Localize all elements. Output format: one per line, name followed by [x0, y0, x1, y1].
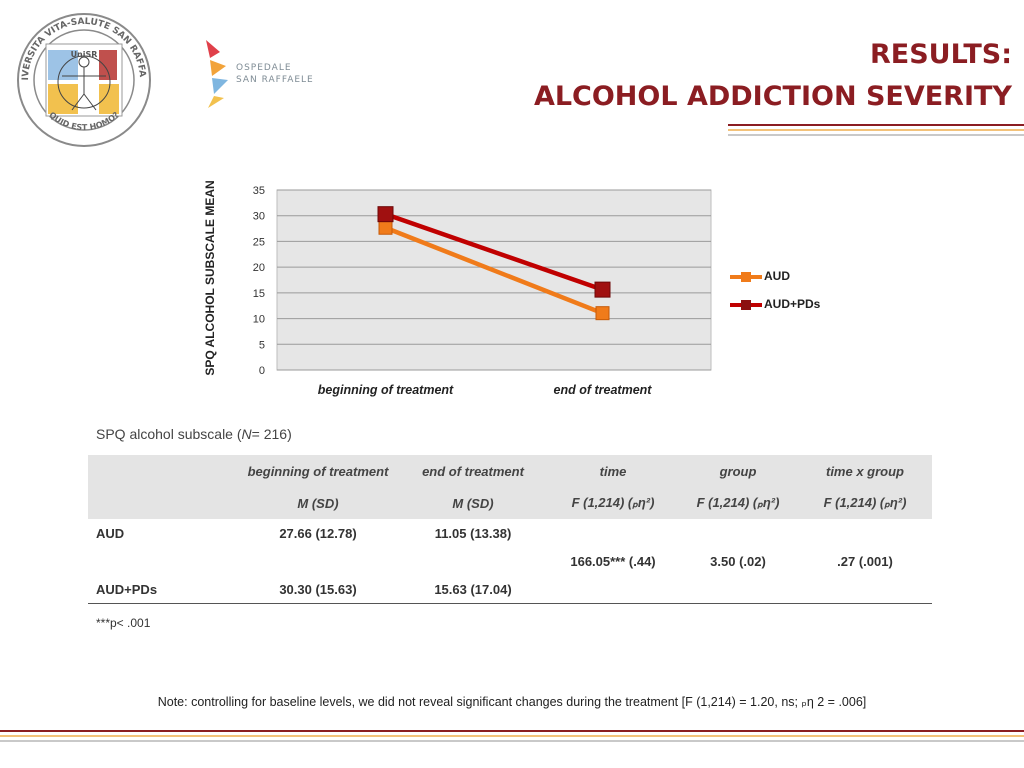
- legend-label-aud: AUD: [764, 269, 790, 283]
- table-header-row: beginning of treatment end of treatment …: [88, 455, 932, 487]
- subheader-cell: F (1,214) (ₚη²): [696, 495, 780, 510]
- plot-area: [276, 189, 712, 371]
- table-cell: [798, 519, 932, 547]
- ospedale-logo-mark: [206, 40, 228, 108]
- hospital-name: OSPEDALE SAN RAFFAELE: [236, 63, 314, 85]
- header-rule-accent: [728, 124, 1024, 126]
- y-tick-label: 15: [253, 288, 265, 300]
- footer-rule-accent: [0, 730, 1024, 732]
- svg-text:UniSR: UniSR: [71, 50, 98, 59]
- table-cell: 15.63 (17.04): [398, 575, 548, 604]
- legend-marker-aud: [741, 272, 751, 282]
- y-tick-label: 20: [253, 262, 265, 274]
- data-point-aud: [378, 220, 393, 235]
- footnote-note: Note: controlling for baseline levels, w…: [157, 695, 867, 709]
- data-point-aud: [595, 306, 610, 321]
- legend-label-aud-pds: AUD+PDs: [764, 297, 821, 311]
- y-tick-label: 10: [253, 314, 265, 326]
- series-line-aud: [384, 225, 604, 316]
- table-cell: 27.66 (12.78): [279, 525, 357, 541]
- table-row: AUD+PDs 30.30 (15.63) 15.63 (17.04): [88, 575, 932, 604]
- y-axis-label: SPQ ALCOHOL SUBSCALE MEAN: [203, 179, 217, 376]
- y-tick-label: 35: [253, 185, 265, 197]
- table-footnote: ***p< .001: [96, 616, 151, 630]
- header-cell: end of treatment: [422, 463, 524, 479]
- table-row: 166.05*** (.44) 3.50 (.02) .27 (.001): [88, 547, 932, 575]
- header-cell: beginning of treatment: [247, 463, 389, 479]
- header-cell: time x group: [825, 463, 904, 479]
- header-cell: [88, 455, 238, 487]
- subheader-cell: F (1,214) (ₚη²): [571, 495, 655, 510]
- unisr-seal-logo: UniSR UNIVERSITA VITA-SALUTE SAN RAFFAEL…: [14, 10, 151, 147]
- table-cell: AUD+PDs: [88, 575, 238, 604]
- header-rule-light: [728, 129, 1024, 131]
- table-cell: [88, 547, 238, 575]
- table-cell: [678, 575, 798, 604]
- table-cell: 3.50 (.02): [710, 553, 766, 569]
- table-row: AUD 27.66 (12.78) 11.05 (13.38): [88, 519, 932, 547]
- header-rule-grey: [728, 134, 1024, 136]
- table-cell: [798, 575, 932, 604]
- footer-rule-grey: [0, 740, 1024, 742]
- y-tick-label: 25: [253, 236, 265, 248]
- subheader-cell: [88, 487, 238, 519]
- table-cell: [548, 575, 678, 604]
- footer-rule-light: [0, 735, 1024, 737]
- slide-title: RESULTS: ALCOHOL ADDICTION SEVERITY: [534, 34, 1012, 118]
- title-line-1: RESULTS:: [869, 39, 1012, 70]
- x-tick-label: end of treatment: [554, 383, 653, 397]
- y-tick-label: 5: [259, 339, 265, 351]
- y-tick-label: 30: [253, 211, 265, 223]
- x-tick-label: beginning of treatment: [318, 383, 454, 397]
- table-cell: [548, 519, 678, 547]
- table-cell: [238, 547, 398, 575]
- table-cell: [398, 547, 548, 575]
- legend-marker-aud-pds: [741, 300, 751, 310]
- table-subheader-row: M (SD) M (SD) F (1,214) (ₚη²) F (1,214) …: [88, 487, 932, 519]
- subheader-cell: F (1,214) (ₚη²): [823, 495, 907, 510]
- series-line-aud-pds: [384, 212, 604, 292]
- data-point-aud-pds: [377, 206, 394, 223]
- table-cell: 166.05*** (.44): [570, 553, 656, 569]
- table-cell: [678, 519, 798, 547]
- title-line-2: ALCOHOL ADDICTION SEVERITY: [533, 81, 1012, 112]
- subheader-cell: M (SD): [297, 495, 339, 511]
- subheader-cell: M (SD): [452, 495, 494, 511]
- table-cell: 30.30 (15.63): [238, 575, 398, 604]
- header-cell: time: [599, 463, 627, 479]
- line-chart: 0 5 10 15 20 25 30 35 beginning of treatment end …: [253, 185, 712, 397]
- y-tick-label: 0: [259, 365, 265, 377]
- table-cell: 11.05 (13.38): [434, 525, 512, 541]
- data-point-aud-pds: [594, 281, 611, 298]
- results-table: beginning of treatment end of treatment …: [88, 455, 932, 604]
- table-cell: .27 (.001): [837, 553, 893, 569]
- header-cell: group: [719, 463, 757, 479]
- table-caption: SPQ alcohol subscale (N= 216): [96, 426, 292, 442]
- table-cell: AUD: [96, 525, 125, 541]
